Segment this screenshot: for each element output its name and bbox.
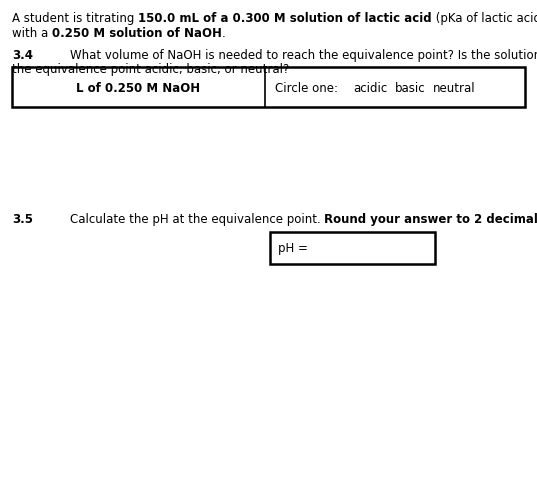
Text: basic: basic xyxy=(395,81,426,94)
Text: .: . xyxy=(222,27,226,40)
Text: (pKa of lactic acid is 3.85): (pKa of lactic acid is 3.85) xyxy=(432,12,537,25)
Text: Circle one:: Circle one: xyxy=(275,81,338,94)
Text: with a: with a xyxy=(12,27,52,40)
Bar xyxy=(270,232,435,264)
Text: Calculate the pH at the equivalence point.: Calculate the pH at the equivalence poin… xyxy=(70,213,324,226)
Text: 150.0 mL of a 0.300 M solution of lactic acid: 150.0 mL of a 0.300 M solution of lactic… xyxy=(138,12,432,25)
Text: pH =: pH = xyxy=(278,242,308,255)
Bar xyxy=(12,68,525,108)
Text: the equivalence point acidic, basic, or neutral?: the equivalence point acidic, basic, or … xyxy=(12,63,289,76)
Text: Round your answer to 2 decimal places.: Round your answer to 2 decimal places. xyxy=(324,213,537,226)
Text: A student is titrating: A student is titrating xyxy=(12,12,138,25)
Text: 3.4: 3.4 xyxy=(12,49,33,62)
Text: What volume of NaOH is needed to reach the equivalence point? Is the solution at: What volume of NaOH is needed to reach t… xyxy=(70,49,537,62)
Text: L of 0.250 M NaOH: L of 0.250 M NaOH xyxy=(76,81,200,94)
Text: acidic: acidic xyxy=(353,81,387,94)
Text: 0.250 M solution of NaOH: 0.250 M solution of NaOH xyxy=(52,27,222,40)
Text: 3.5: 3.5 xyxy=(12,213,33,226)
Text: neutral: neutral xyxy=(433,81,476,94)
